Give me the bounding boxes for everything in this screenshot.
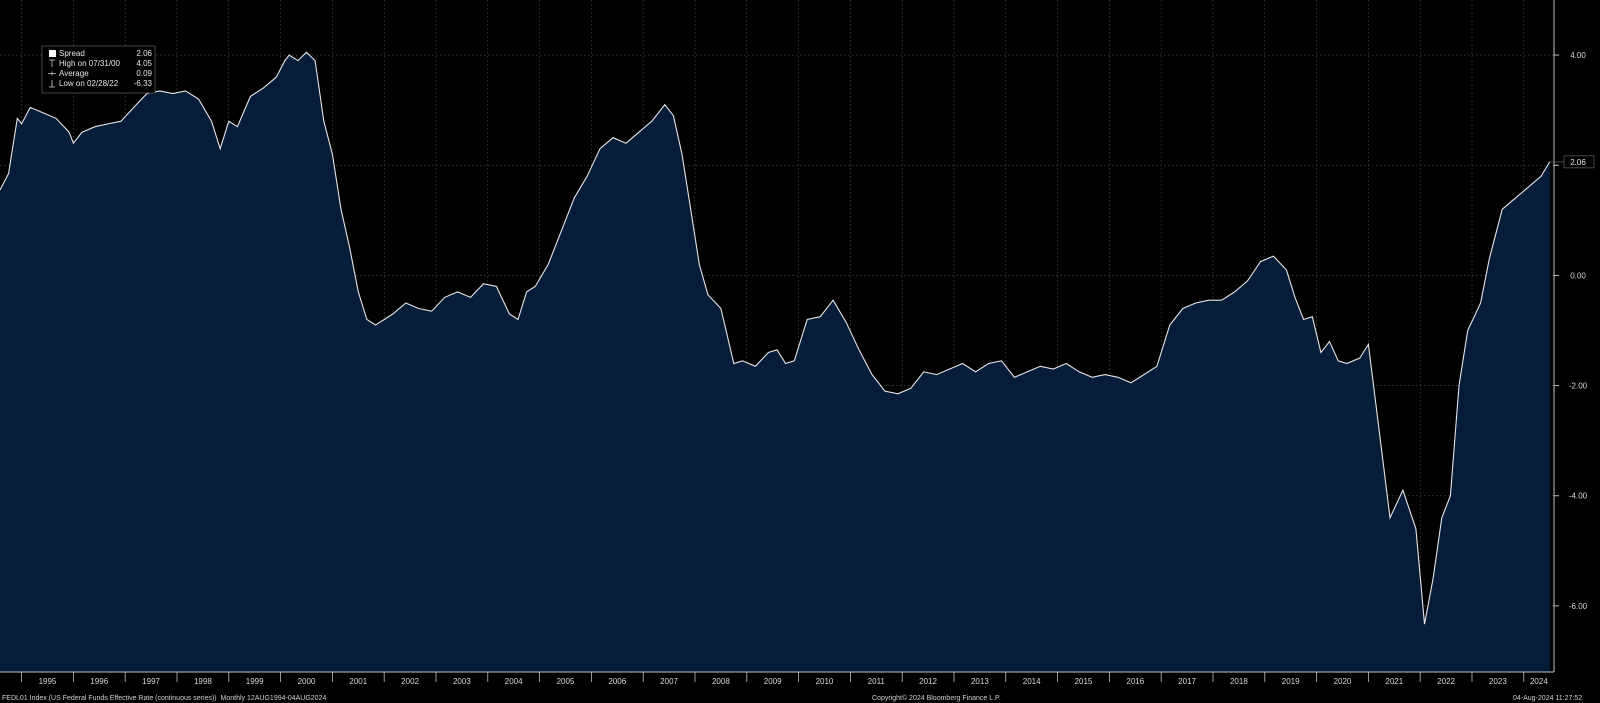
x-tick-label: 2003 bbox=[453, 677, 471, 686]
legend: Spread 2.06 High on 07/31/00 4.05 Average 0.0… bbox=[41, 45, 156, 94]
last-value-marker: 2.06 bbox=[1549, 155, 1595, 169]
legend-average-icon bbox=[48, 71, 56, 76]
last-value-label: 2.06 bbox=[1570, 158, 1586, 167]
legend-low-icon bbox=[49, 80, 55, 88]
legend-value: -6.33 bbox=[134, 79, 153, 88]
x-tick-label: 2021 bbox=[1385, 677, 1403, 686]
legend-value: 4.05 bbox=[136, 59, 152, 68]
legend-label: Low on 02/28/22 bbox=[59, 79, 119, 88]
legend-label: Spread bbox=[59, 49, 85, 58]
x-tick-label: 2006 bbox=[608, 677, 626, 686]
x-tick-label: 1995 bbox=[39, 677, 57, 686]
y-tick-label: -2.00 bbox=[1569, 382, 1588, 391]
x-tick-label: 2017 bbox=[1178, 677, 1196, 686]
footer-copyright: Copyright© 2024 Bloomberg Finance L.P. bbox=[872, 695, 1001, 702]
spread-area bbox=[0, 52, 1550, 673]
x-tick-label: 2009 bbox=[764, 677, 782, 686]
x-tick-label: 2014 bbox=[1023, 677, 1041, 686]
x-tick-label: 1998 bbox=[194, 677, 212, 686]
legend-square-icon bbox=[49, 50, 56, 57]
x-tick-label: 2019 bbox=[1282, 677, 1300, 686]
x-tick-label: 2015 bbox=[1075, 677, 1093, 686]
x-tick-label: 2013 bbox=[971, 677, 989, 686]
y-tick-label: 4.00 bbox=[1570, 51, 1586, 60]
x-tick-label: 2001 bbox=[349, 677, 367, 686]
legend-high-icon bbox=[49, 59, 55, 67]
x-tick-label: 2010 bbox=[816, 677, 834, 686]
x-tick-label: 2012 bbox=[919, 677, 937, 686]
x-tick-label: 2023 bbox=[1489, 677, 1507, 686]
footer-source: FEDL01 Index (US Federal Funds Effective… bbox=[2, 695, 327, 702]
x-tick-label: 2024 bbox=[1530, 677, 1548, 686]
x-tick-label: 2011 bbox=[868, 677, 886, 686]
footer-timestamp: 04-Aug-2024 11:27:52 bbox=[1513, 695, 1583, 702]
legend-value: 2.06 bbox=[136, 49, 152, 58]
x-tick-label: 1997 bbox=[142, 677, 160, 686]
x-tick-label: 2005 bbox=[557, 677, 575, 686]
legend-value: 0.09 bbox=[136, 69, 152, 78]
x-tick-label: 2008 bbox=[712, 677, 730, 686]
x-tick-label: 2007 bbox=[660, 677, 678, 686]
legend-box bbox=[41, 45, 156, 94]
y-tick-label: -6.00 bbox=[1569, 602, 1588, 611]
x-tick-label: 2002 bbox=[401, 677, 419, 686]
y-tick-label: -4.00 bbox=[1569, 492, 1588, 501]
x-tick-label: 2020 bbox=[1334, 677, 1352, 686]
x-tick-label: 2016 bbox=[1126, 677, 1144, 686]
x-tick-label: 2022 bbox=[1437, 677, 1455, 686]
x-tick-label: 1996 bbox=[90, 677, 108, 686]
x-tick-label: 2018 bbox=[1230, 677, 1248, 686]
spread-line bbox=[0, 51, 1551, 625]
x-tick-label: 2004 bbox=[505, 677, 523, 686]
x-tick-label: 2000 bbox=[298, 677, 316, 686]
y-tick-label: 0.00 bbox=[1570, 271, 1586, 280]
legend-label: Average bbox=[59, 69, 89, 78]
x-axis: 1995 1996 1997 1998 1999 2000 2001 2002 2003 2004… bbox=[21, 672, 1548, 686]
legend-label: High on 07/31/00 bbox=[59, 59, 120, 68]
x-tick-label: 1999 bbox=[246, 677, 264, 686]
